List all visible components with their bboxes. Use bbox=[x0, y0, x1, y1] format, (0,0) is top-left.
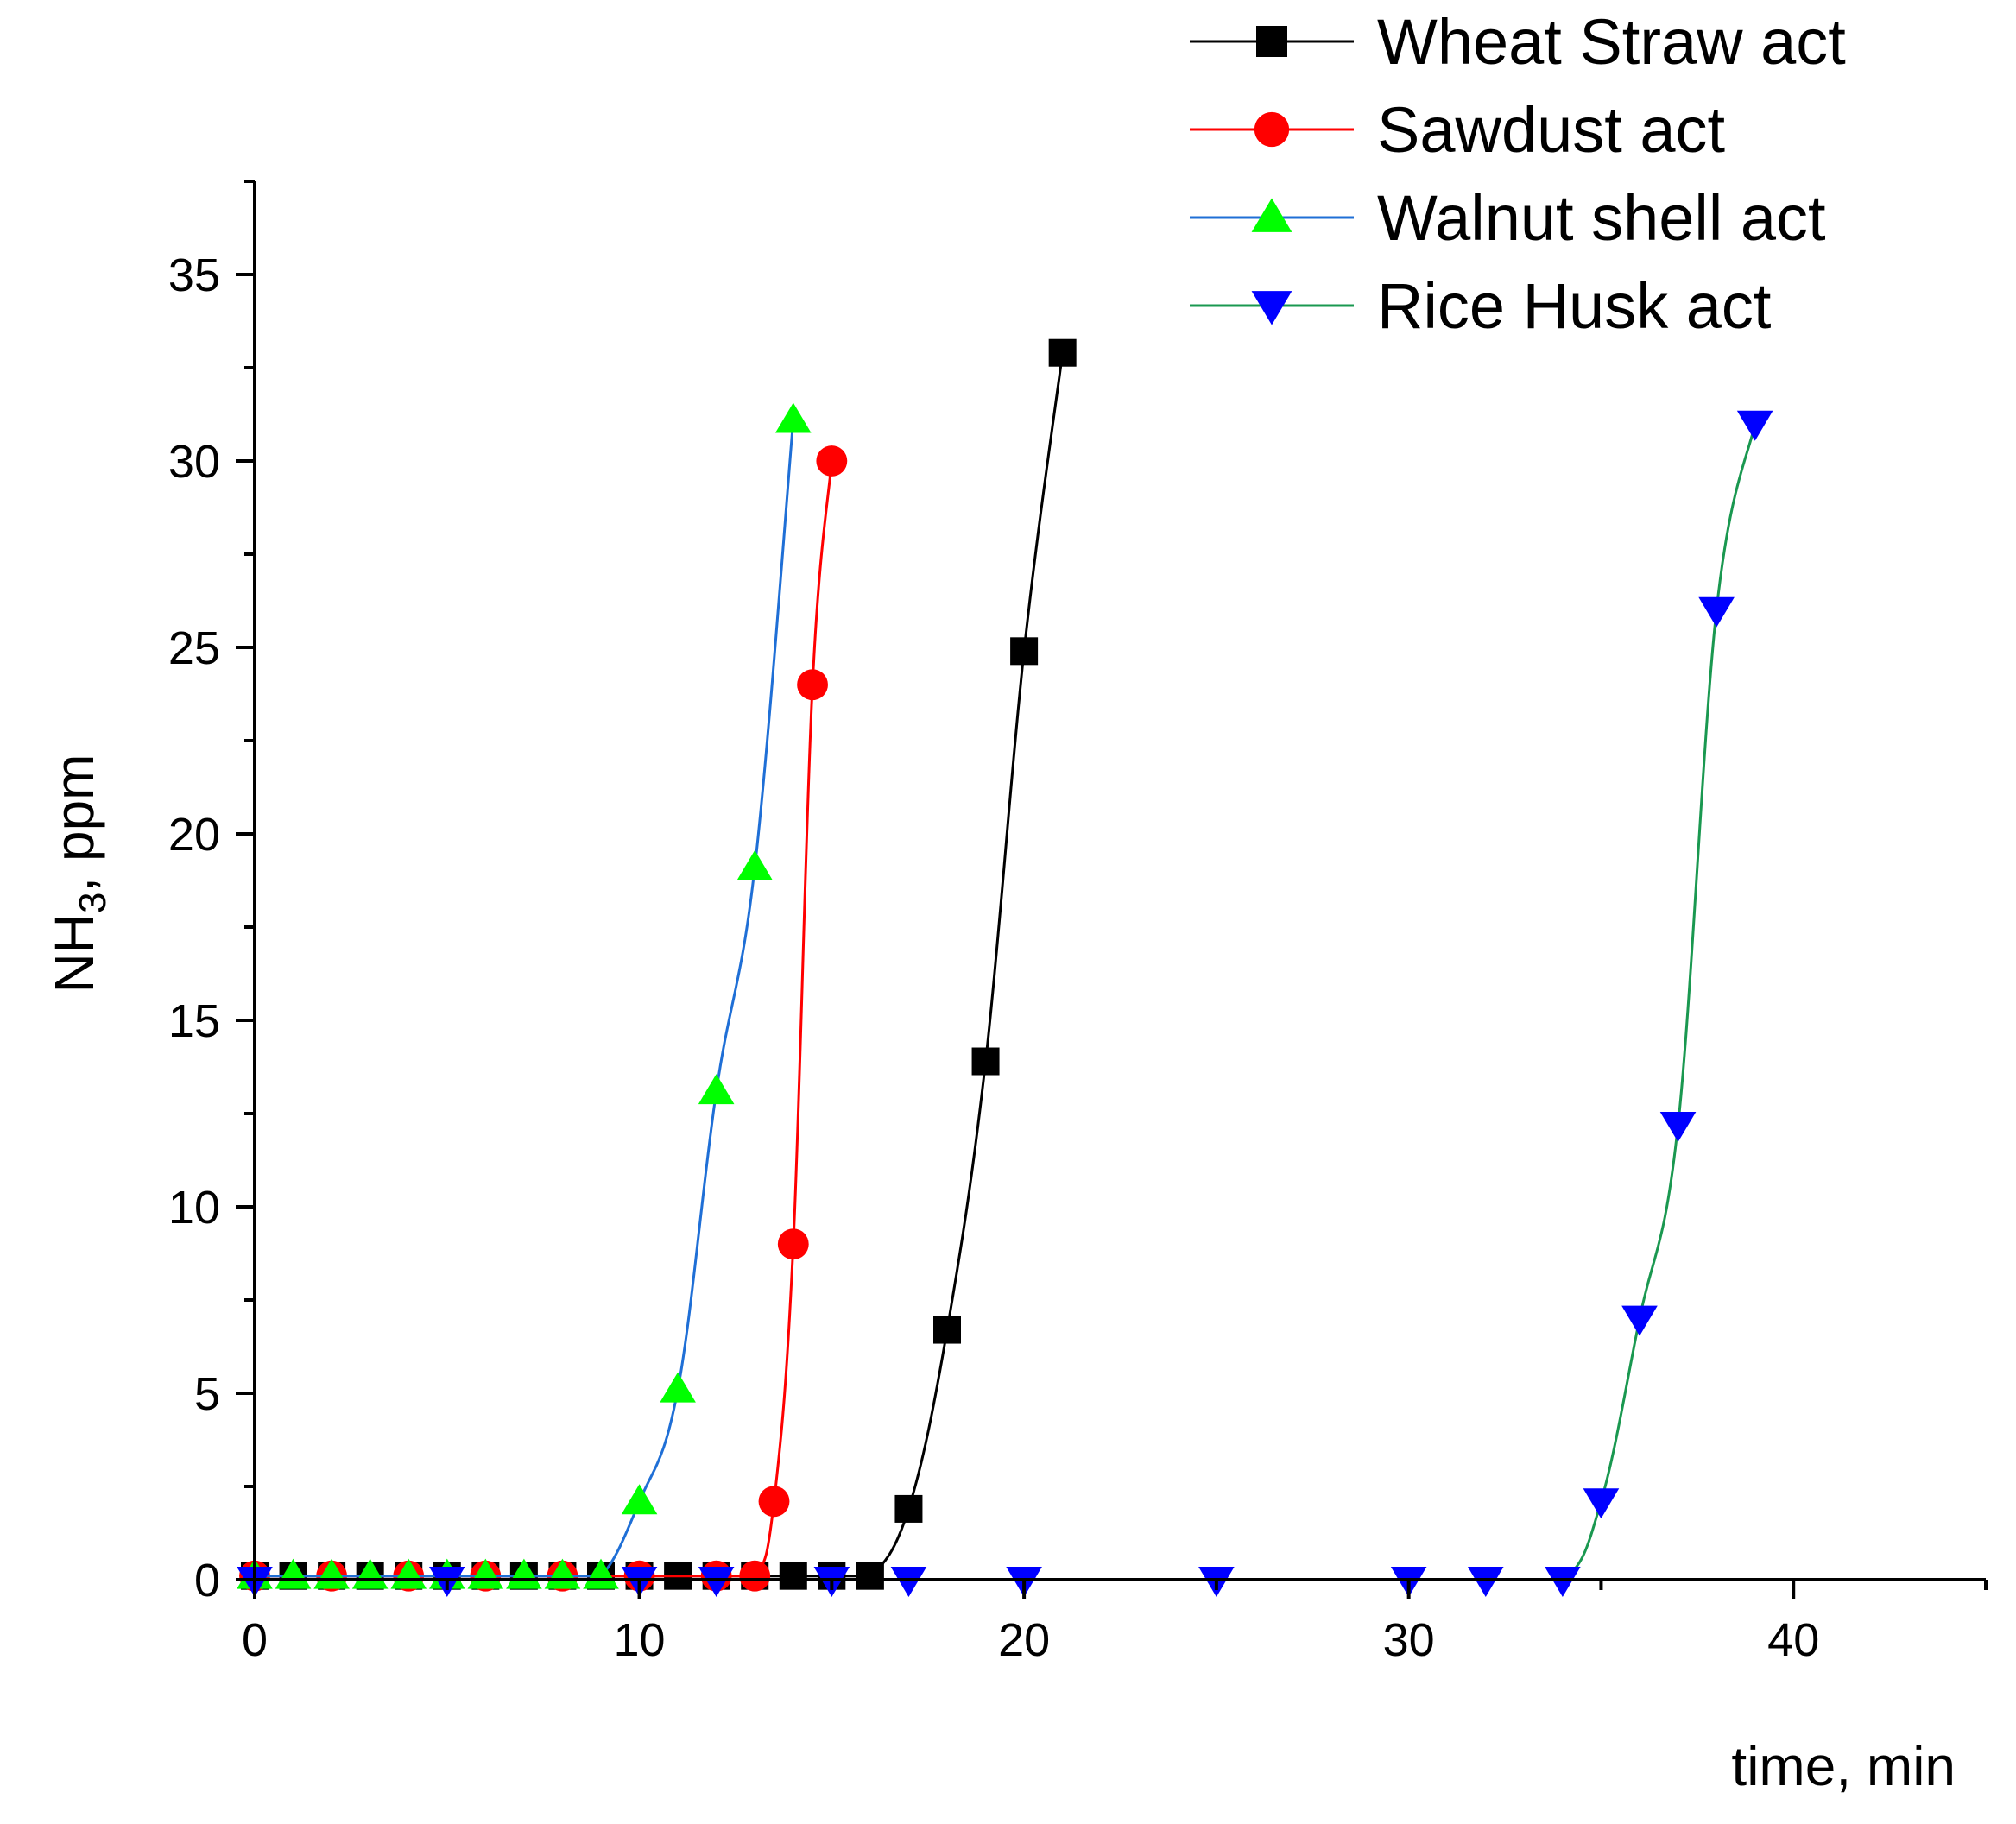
x-tick-label: 10 bbox=[614, 1614, 666, 1666]
series-walnut-shell bbox=[237, 402, 812, 1589]
y-axis-title: NH3, ppm bbox=[43, 754, 114, 994]
legend-marker-walnut-shell bbox=[1251, 198, 1292, 232]
plot-area bbox=[237, 338, 1773, 1597]
data-point-rice-husk bbox=[1467, 1567, 1504, 1597]
y-tick-label: 15 bbox=[168, 995, 220, 1047]
x-tick-label: 30 bbox=[1383, 1614, 1435, 1666]
data-point-rice-husk bbox=[1545, 1567, 1581, 1597]
legend-item-sawdust: Sawdust act bbox=[1190, 94, 1726, 166]
legend-marker-rice-husk bbox=[1251, 291, 1292, 325]
data-point-walnut-shell bbox=[774, 402, 812, 433]
data-point-rice-husk bbox=[890, 1567, 927, 1597]
axes: 0 10 20 30 40 0 5 10 15 20 25 30 35 bbox=[168, 180, 1988, 1666]
legend-label-sawdust: Sawdust act bbox=[1377, 94, 1726, 166]
data-point-rice-husk bbox=[1659, 1111, 1697, 1142]
data-point-walnut-shell bbox=[621, 1484, 658, 1515]
y-axis-title-tail: , ppm bbox=[43, 754, 105, 893]
y-tick-label: 5 bbox=[194, 1368, 220, 1420]
legend-marker-sawdust bbox=[1254, 111, 1290, 148]
legend-label-wheat-straw: Wheat Straw act bbox=[1377, 6, 1846, 78]
series-line-walnut-shell bbox=[255, 420, 795, 1578]
data-point-walnut-shell bbox=[660, 1372, 696, 1403]
legend-item-walnut-shell: Walnut shell act bbox=[1190, 182, 1826, 254]
data-point-sawdust bbox=[777, 1228, 809, 1260]
series-line-rice-husk bbox=[255, 423, 1757, 1581]
legend-item-rice-husk: Rice Husk act bbox=[1190, 270, 1772, 342]
y-tick-label: 35 bbox=[168, 249, 220, 301]
legend: Wheat Straw act Sawdust act Walnut shell a… bbox=[1190, 6, 1846, 342]
legend-marker-wheat-straw bbox=[1256, 26, 1287, 57]
y-axis-title-main: NH bbox=[43, 913, 105, 993]
series-rice-husk bbox=[237, 410, 1773, 1597]
data-point-wheat-straw bbox=[1010, 637, 1039, 666]
data-point-rice-husk bbox=[1583, 1488, 1620, 1519]
series-wheat-straw bbox=[241, 338, 1077, 1590]
legend-label-walnut-shell: Walnut shell act bbox=[1377, 182, 1826, 254]
series-line-sawdust bbox=[255, 460, 833, 1578]
data-point-wheat-straw bbox=[933, 1316, 961, 1344]
y-tick-label: 20 bbox=[168, 809, 220, 861]
y-tick-label: 10 bbox=[168, 1182, 220, 1234]
x-axis-title: time, min bbox=[1731, 1735, 1956, 1797]
data-point-wheat-straw bbox=[856, 1562, 884, 1590]
data-point-wheat-straw bbox=[1048, 338, 1077, 367]
legend-label-rice-husk: Rice Husk act bbox=[1377, 270, 1772, 342]
x-tick-label: 0 bbox=[242, 1614, 268, 1666]
x-tick-label: 40 bbox=[1767, 1614, 1819, 1666]
data-point-walnut-shell bbox=[736, 849, 774, 880]
series-sawdust bbox=[239, 445, 848, 1592]
series-line-wheat-straw bbox=[255, 352, 1065, 1578]
data-point-sawdust bbox=[758, 1486, 790, 1518]
data-point-wheat-straw bbox=[779, 1562, 807, 1590]
legend-item-wheat-straw: Wheat Straw act bbox=[1190, 6, 1846, 78]
y-tick-label: 30 bbox=[168, 436, 220, 488]
data-point-wheat-straw bbox=[894, 1494, 923, 1523]
y-tick-label: 0 bbox=[194, 1555, 220, 1606]
data-point-rice-husk bbox=[1736, 410, 1773, 441]
data-point-sawdust bbox=[797, 669, 828, 701]
data-point-sawdust bbox=[816, 445, 848, 477]
data-point-wheat-straw bbox=[971, 1047, 1000, 1076]
x-tick-label: 20 bbox=[998, 1614, 1050, 1666]
data-point-walnut-shell bbox=[698, 1074, 735, 1105]
data-point-rice-husk bbox=[1698, 596, 1735, 628]
data-point-sawdust bbox=[739, 1560, 771, 1592]
y-tick-label: 25 bbox=[168, 622, 220, 674]
y-axis-title-subscript: 3 bbox=[72, 893, 114, 913]
data-point-rice-husk bbox=[1621, 1305, 1658, 1336]
data-point-rice-husk bbox=[698, 1567, 735, 1597]
